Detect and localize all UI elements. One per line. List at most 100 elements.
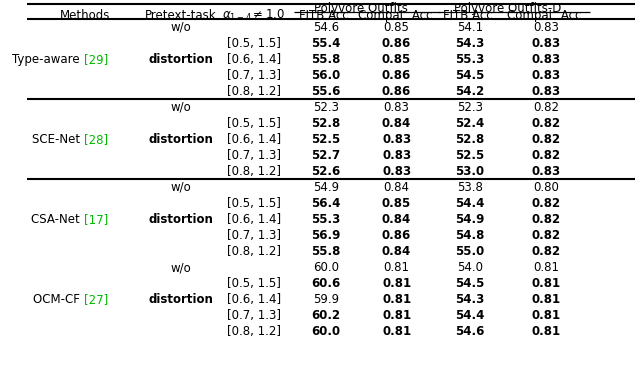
Text: [0.8, 1.2]: [0.8, 1.2] [227, 85, 280, 98]
Text: 60.2: 60.2 [312, 309, 340, 322]
Text: 0.80: 0.80 [533, 181, 559, 194]
Text: 0.86: 0.86 [382, 85, 411, 98]
Text: 52.8: 52.8 [312, 117, 340, 130]
Text: 56.0: 56.0 [312, 69, 340, 82]
Text: [27]: [27] [84, 293, 108, 306]
Text: 52.8: 52.8 [456, 133, 484, 146]
Text: distortion: distortion [148, 293, 214, 306]
Text: 0.81: 0.81 [383, 261, 410, 274]
Text: distortion: distortion [148, 213, 214, 226]
Text: [0.6, 1.4]: [0.6, 1.4] [227, 53, 281, 66]
Text: 52.3: 52.3 [313, 101, 339, 114]
Text: [0.6, 1.4]: [0.6, 1.4] [227, 293, 281, 306]
Text: 0.83: 0.83 [532, 37, 561, 50]
Text: [0.7, 1.3]: [0.7, 1.3] [227, 69, 280, 82]
Text: 0.83: 0.83 [532, 165, 561, 178]
Text: 0.83: 0.83 [382, 149, 411, 162]
Text: 0.82: 0.82 [532, 213, 561, 226]
Text: 0.81: 0.81 [382, 309, 411, 322]
Text: SCE-Net: SCE-Net [32, 133, 84, 146]
Text: [0.5, 1.5]: [0.5, 1.5] [227, 277, 280, 290]
Text: 0.83: 0.83 [383, 101, 410, 114]
Text: 52.3: 52.3 [457, 101, 483, 114]
Text: Type-aware: Type-aware [12, 53, 84, 66]
Text: 54.3: 54.3 [456, 293, 484, 306]
Text: 54.6: 54.6 [455, 325, 484, 338]
Text: OCM-CF: OCM-CF [33, 293, 84, 306]
Text: 55.0: 55.0 [456, 245, 484, 258]
Text: CSA-Net: CSA-Net [31, 213, 84, 226]
Text: 0.84: 0.84 [382, 213, 411, 226]
Text: 0.81: 0.81 [382, 277, 411, 290]
Text: 54.8: 54.8 [455, 229, 484, 242]
Text: 55.6: 55.6 [312, 85, 340, 98]
Text: 59.9: 59.9 [313, 293, 339, 306]
Text: 0.82: 0.82 [532, 229, 561, 242]
Text: 0.82: 0.82 [532, 117, 561, 130]
Text: 54.4: 54.4 [455, 309, 484, 322]
Text: [0.7, 1.3]: [0.7, 1.3] [227, 309, 280, 322]
Text: 0.84: 0.84 [382, 245, 411, 258]
Text: 55.8: 55.8 [312, 245, 340, 258]
Text: 54.9: 54.9 [313, 181, 339, 194]
Text: 0.83: 0.83 [533, 21, 559, 34]
Text: [0.5, 1.5]: [0.5, 1.5] [227, 37, 280, 50]
Text: 54.3: 54.3 [456, 37, 484, 50]
Text: 0.81: 0.81 [382, 325, 411, 338]
Text: 52.5: 52.5 [456, 149, 484, 162]
Text: 52.7: 52.7 [312, 149, 340, 162]
Text: Polyvore Outfits: Polyvore Outfits [314, 2, 408, 15]
Text: 60.0: 60.0 [313, 261, 339, 274]
Text: 60.0: 60.0 [312, 325, 340, 338]
Text: w/o: w/o [171, 181, 191, 194]
Text: 54.5: 54.5 [455, 277, 484, 290]
Text: Methods: Methods [60, 9, 109, 22]
Text: 55.8: 55.8 [312, 53, 340, 66]
Text: 54.9: 54.9 [455, 213, 484, 226]
Text: [28]: [28] [84, 133, 108, 146]
Text: 0.86: 0.86 [382, 229, 411, 242]
Text: 55.3: 55.3 [456, 53, 484, 66]
Text: 0.82: 0.82 [532, 133, 561, 146]
Text: 0.84: 0.84 [383, 181, 410, 194]
Text: [0.6, 1.4]: [0.6, 1.4] [227, 133, 281, 146]
Text: 0.81: 0.81 [533, 261, 559, 274]
Text: 0.86: 0.86 [382, 37, 411, 50]
Text: 0.83: 0.83 [532, 85, 561, 98]
Text: 54.6: 54.6 [313, 21, 339, 34]
Text: 54.0: 54.0 [457, 261, 483, 274]
Text: Pretext-task: Pretext-task [145, 9, 217, 22]
Text: 0.85: 0.85 [382, 197, 411, 210]
Text: 0.86: 0.86 [382, 69, 411, 82]
Text: 0.81: 0.81 [532, 309, 561, 322]
Text: 0.83: 0.83 [382, 133, 411, 146]
Text: Compat. Acc.: Compat. Acc. [508, 9, 586, 22]
Text: 54.2: 54.2 [456, 85, 484, 98]
Text: Compat. Acc.: Compat. Acc. [358, 9, 436, 22]
Text: FITB Acc.: FITB Acc. [300, 9, 353, 22]
Text: 0.82: 0.82 [532, 197, 561, 210]
Text: 53.0: 53.0 [456, 165, 484, 178]
Text: 0.83: 0.83 [382, 165, 411, 178]
Text: 54.1: 54.1 [457, 21, 483, 34]
Text: 52.6: 52.6 [312, 165, 340, 178]
Text: [29]: [29] [84, 53, 108, 66]
Text: 0.81: 0.81 [532, 293, 561, 306]
Text: 55.3: 55.3 [312, 213, 340, 226]
Text: 0.81: 0.81 [532, 277, 561, 290]
Text: [0.8, 1.2]: [0.8, 1.2] [227, 325, 280, 338]
Text: 0.82: 0.82 [532, 149, 561, 162]
Text: [0.7, 1.3]: [0.7, 1.3] [227, 229, 280, 242]
Text: [0.6, 1.4]: [0.6, 1.4] [227, 213, 281, 226]
Text: [0.7, 1.3]: [0.7, 1.3] [227, 149, 280, 162]
Text: [0.8, 1.2]: [0.8, 1.2] [227, 165, 280, 178]
Text: 0.84: 0.84 [382, 117, 411, 130]
Text: 53.8: 53.8 [457, 181, 483, 194]
Text: 56.4: 56.4 [312, 197, 340, 210]
Text: [0.5, 1.5]: [0.5, 1.5] [227, 197, 280, 210]
Text: 0.83: 0.83 [532, 69, 561, 82]
Text: [17]: [17] [84, 213, 108, 226]
Text: 60.6: 60.6 [312, 277, 340, 290]
Text: FITB Acc.: FITB Acc. [444, 9, 497, 22]
Text: 0.83: 0.83 [532, 53, 561, 66]
